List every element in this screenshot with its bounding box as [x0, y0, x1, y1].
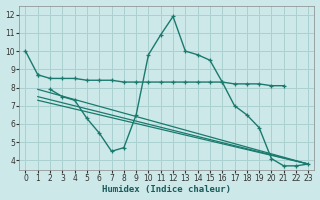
X-axis label: Humidex (Indice chaleur): Humidex (Indice chaleur)	[102, 185, 231, 194]
